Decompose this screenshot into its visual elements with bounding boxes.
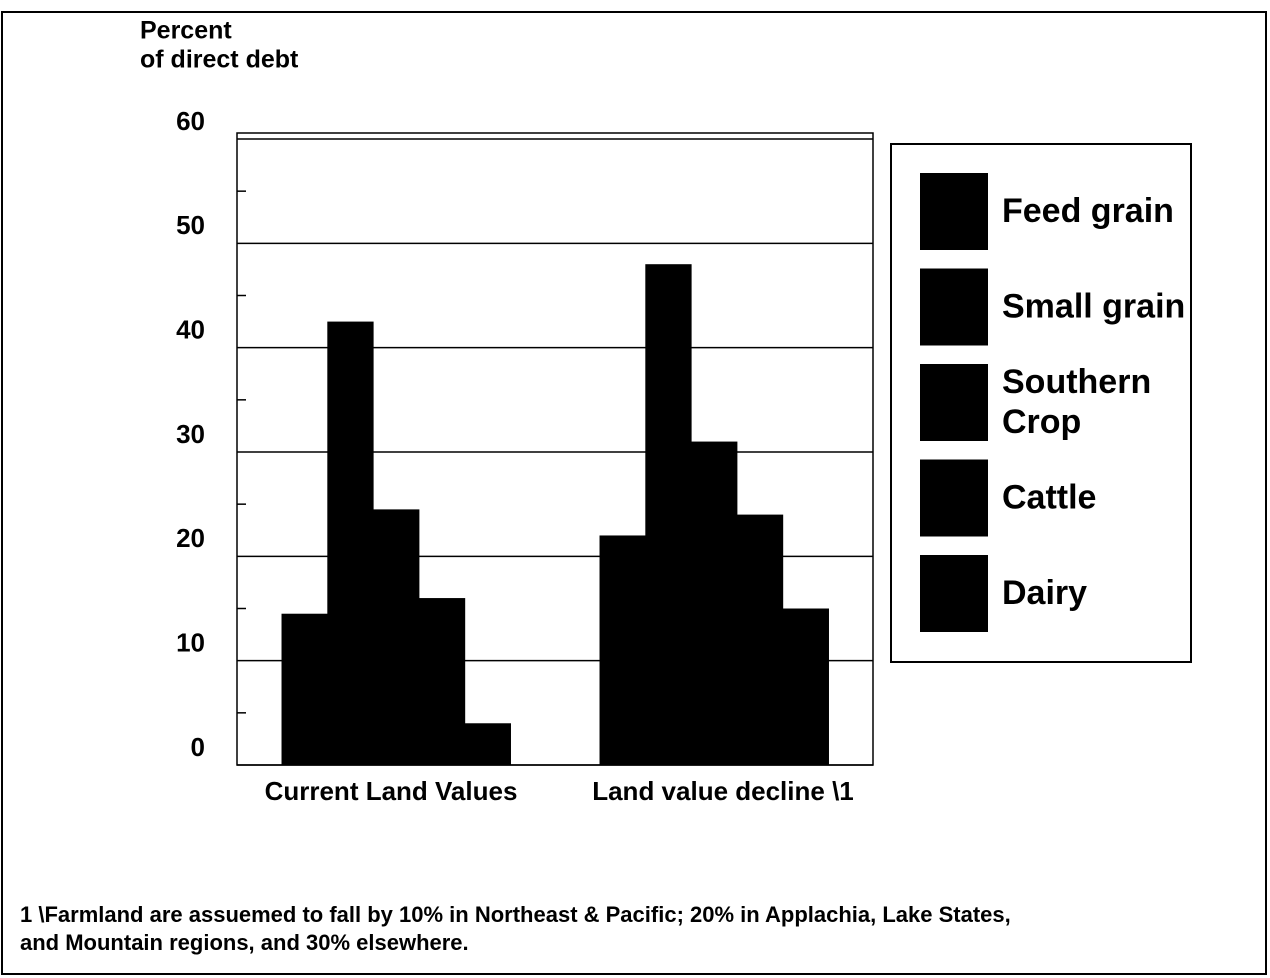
bar: [736, 514, 784, 765]
bar: [645, 264, 692, 765]
y-axis-label: of direct debt: [140, 46, 299, 74]
bar: [327, 321, 374, 765]
plot-frame: [236, 132, 874, 766]
y-tick-label: 60: [176, 106, 205, 136]
legend-label-line: Southern: [1002, 363, 1151, 401]
bar: [281, 613, 328, 765]
legend-box: [890, 143, 1192, 663]
y-axis-label: Percent: [140, 17, 232, 45]
legend-label: Dairy: [1002, 574, 1087, 612]
y-tick-label: 40: [176, 315, 205, 345]
y-tick-label: 20: [176, 523, 205, 553]
x-tick-label: Current Land Values: [265, 776, 518, 806]
y-tick-label: 50: [176, 210, 205, 240]
legend-label: Feed grain: [1002, 192, 1174, 230]
frame: [1, 11, 1267, 975]
legend-label: Small grain: [1002, 287, 1185, 325]
legend-swatch: [920, 173, 988, 250]
footnote: and Mountain regions, and 30% elsewhere.: [20, 930, 469, 955]
bar: [464, 723, 511, 765]
legend-swatch: [920, 364, 988, 441]
legend-swatch: [920, 459, 988, 537]
bar: [782, 608, 829, 765]
y-tick-label: 30: [176, 419, 205, 449]
y-tick-label: 10: [176, 628, 205, 658]
bar: [691, 441, 738, 765]
legend-label: Cattle: [1002, 478, 1096, 516]
x-tick-label: Land value decline \1: [592, 776, 854, 806]
bar: [418, 598, 466, 765]
bar: [599, 535, 646, 765]
footnote: 1 \Farmland are assuemed to fall by 10% …: [20, 902, 1011, 927]
bar: [373, 509, 420, 765]
legend-swatch: [920, 555, 988, 632]
legend-swatch: [920, 268, 988, 346]
y-tick-label: 0: [191, 732, 205, 762]
legend-label-line: Crop: [1002, 403, 1081, 441]
legend-label: Southern Crop: [1002, 363, 1151, 441]
